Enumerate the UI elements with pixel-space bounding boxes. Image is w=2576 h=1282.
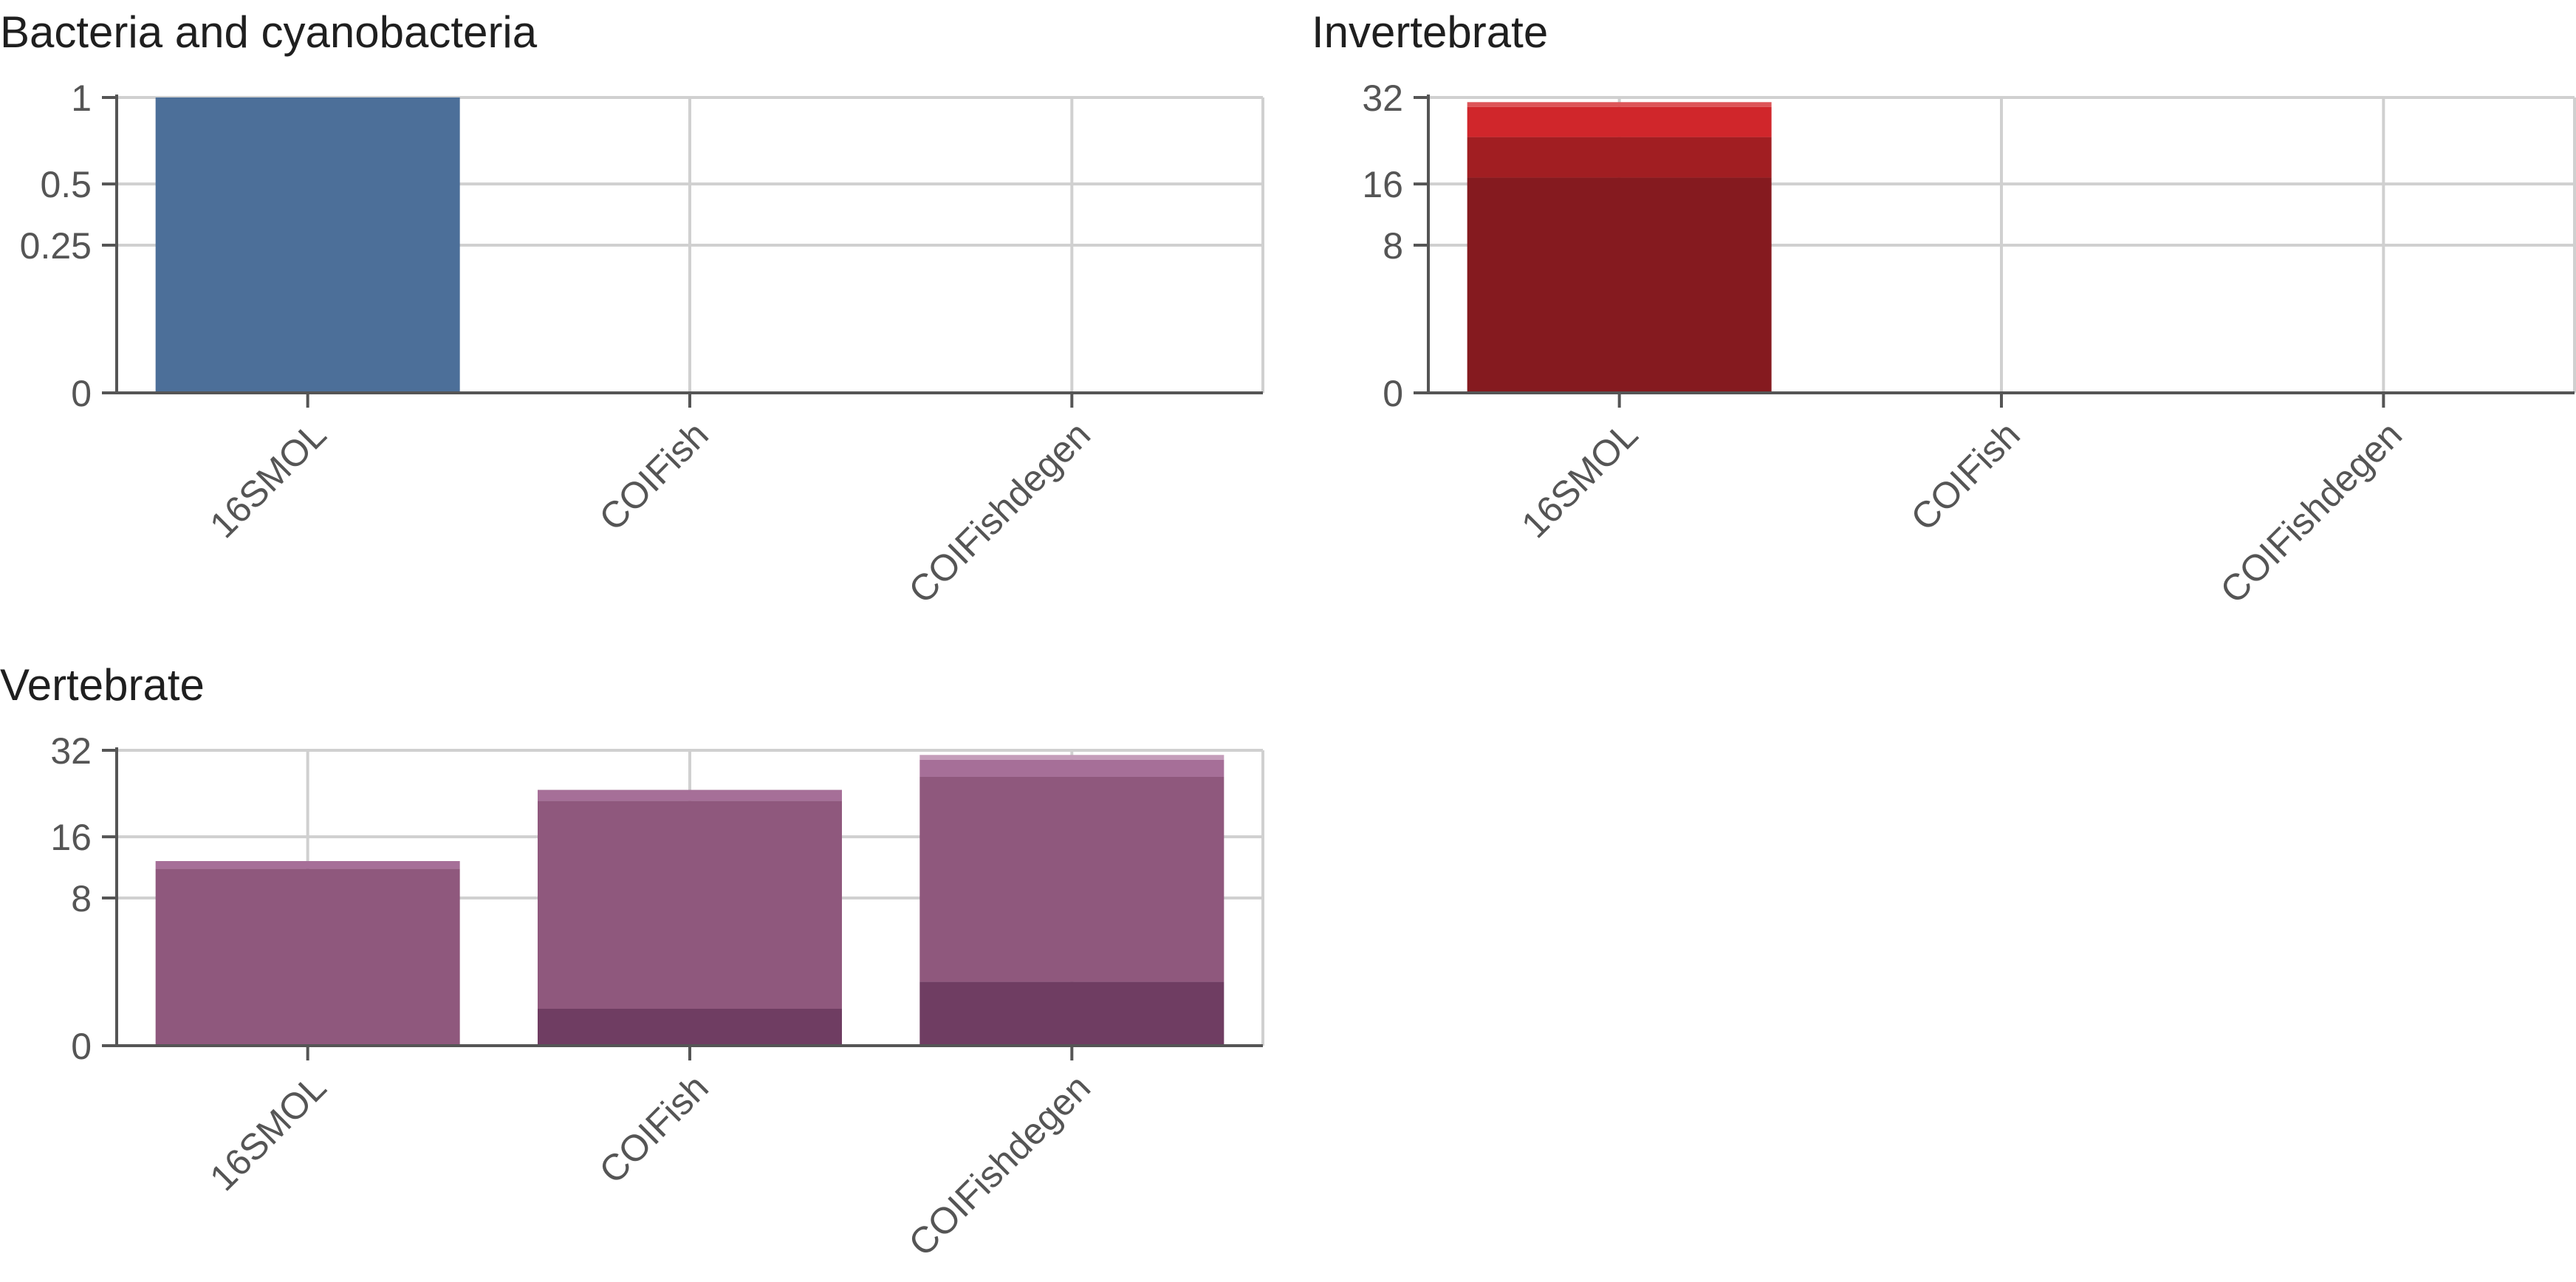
x-tick-label: COIFish <box>592 1066 716 1191</box>
x-tick-label: COIFish <box>1903 414 2028 538</box>
y-tick-label: 32 <box>50 730 92 772</box>
chart-panel-invertebrate: Invertebrate 0 8 16 32 16SMOL COIFish COIFishd… <box>1312 10 2576 645</box>
bar-segment-16SMOL-s2 <box>155 861 460 869</box>
x-tick-label: 16SMOL <box>1513 414 1645 546</box>
bar-segment-16SMOL-s0 <box>155 97 460 393</box>
chart-panel-bacteria: Bacteria and cyanobacteria 0 0.25 0.5 1 16SM… <box>0 10 1300 645</box>
bar-segment-16SMOL-s2 <box>1467 106 1772 137</box>
bar-chart-vertebrate: 0 8 16 32 16SMOL COIFish COIFishdegen <box>50 730 1264 1264</box>
y-tick-label: 8 <box>71 878 92 919</box>
y-tick-label: 16 <box>50 817 92 858</box>
bars <box>1467 102 1772 394</box>
y-tick-label: 0 <box>71 1026 92 1067</box>
bar-segment-16SMOL-s1 <box>1467 137 1772 178</box>
bar-segment-16SMOL-s3 <box>1467 102 1772 107</box>
bar-segment-16SMOL-s0 <box>1467 177 1772 394</box>
bar-segment-COIFishdegen-s1 <box>919 776 1224 982</box>
y-tick-label: 16 <box>1362 164 1403 205</box>
x-tick-label: COIFishdegen <box>901 1066 1099 1264</box>
bar-chart-bacteria: 0 0.25 0.5 1 16SMOL COIFish COIFishdegen <box>20 78 1264 611</box>
y-tick-label: 32 <box>1362 78 1403 119</box>
chart-title: Invertebrate <box>1312 7 1549 57</box>
bar-segment-COIFishdegen-s3 <box>919 755 1224 760</box>
bars <box>155 755 1224 1046</box>
bar-segment-COIFishdegen-s0 <box>919 981 1224 1046</box>
x-tick-label: COIFishdegen <box>901 414 1099 611</box>
x-tick-label: COIFishdegen <box>2213 414 2411 611</box>
chart-title: Vertebrate <box>0 660 205 710</box>
bar-chart-invertebrate: 0 8 16 32 16SMOL COIFish COIFishdegen <box>1362 78 2576 611</box>
bar-segment-COIFish-s0 <box>538 1009 842 1046</box>
y-tick-label: 0 <box>1383 373 1403 414</box>
bar-segment-COIFish-s2 <box>538 789 842 801</box>
y-tick-label: 0.25 <box>20 225 92 267</box>
chart-title: Bacteria and cyanobacteria <box>0 7 538 57</box>
bar-segment-16SMOL-s1 <box>155 868 460 1046</box>
x-tick-label: 16SMOL <box>202 1066 334 1199</box>
y-tick-label: 1 <box>71 78 92 119</box>
y-tick-label: 8 <box>1383 225 1403 267</box>
chart-panel-vertebrate: Vertebrate 0 8 16 32 16SMOL COIFish COIFishdeg… <box>0 663 1300 1282</box>
bars <box>155 97 460 393</box>
y-tick-label: 0.5 <box>40 164 92 205</box>
x-tick-label: 16SMOL <box>202 414 334 546</box>
y-tick-label: 0 <box>71 373 92 414</box>
bar-segment-COIFish-s1 <box>538 801 842 1009</box>
x-tick-label: COIFish <box>592 414 716 538</box>
bar-segment-COIFishdegen-s2 <box>919 759 1224 777</box>
